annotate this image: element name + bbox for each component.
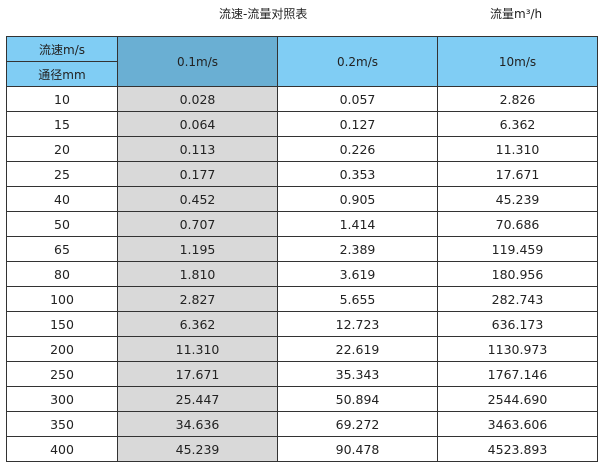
table-title: 流速-流量对照表 — [219, 7, 308, 21]
diameter-cell: 300 — [6, 386, 118, 412]
flow-cell: 1.195 — [117, 236, 278, 262]
diameter-cell: 20 — [6, 136, 118, 162]
column-header: 0.2m/s — [277, 36, 438, 87]
flow-cell: 34.636 — [117, 411, 278, 437]
flow-cell: 1767.146 — [437, 361, 598, 387]
flow-cell: 11.310 — [117, 336, 278, 362]
flow-cell: 2.827 — [117, 286, 278, 312]
table-row: 250 17.671 35.343 1767.146 — [6, 361, 598, 387]
diameter-header: 通径mm — [6, 61, 118, 87]
flow-cell: 17.671 — [117, 361, 278, 387]
flow-cell: 0.057 — [277, 86, 438, 112]
diameter-cell: 50 — [6, 211, 118, 237]
flow-cell: 0.028 — [117, 86, 278, 112]
diameter-cell: 40 — [6, 186, 118, 212]
flow-cell: 90.478 — [277, 436, 438, 462]
flow-cell: 45.239 — [117, 436, 278, 462]
flow-cell: 17.671 — [437, 161, 598, 187]
flow-cell: 11.310 — [437, 136, 598, 162]
diameter-cell: 65 — [6, 236, 118, 262]
flow-cell: 5.655 — [277, 286, 438, 312]
flow-cell: 119.459 — [437, 236, 598, 262]
flow-cell: 25.447 — [117, 386, 278, 412]
flow-cell: 3.619 — [277, 261, 438, 287]
flow-cell: 0.707 — [117, 211, 278, 237]
table-row: 300 25.447 50.894 2544.690 — [6, 386, 598, 412]
flow-cell: 180.956 — [437, 261, 598, 287]
column-header: 0.1m/s — [117, 36, 278, 87]
flow-cell: 45.239 — [437, 186, 598, 212]
flow-cell: 50.894 — [277, 386, 438, 412]
flow-cell: 282.743 — [437, 286, 598, 312]
table-row: 80 1.810 3.619 180.956 — [6, 261, 598, 287]
diameter-cell: 400 — [6, 436, 118, 462]
flow-cell: 12.723 — [277, 311, 438, 337]
table-row: 15 0.064 0.127 6.362 — [6, 111, 598, 137]
diameter-cell: 15 — [6, 111, 118, 137]
table-row: 10 0.028 0.057 2.826 — [6, 86, 598, 112]
flow-cell: 0.064 — [117, 111, 278, 137]
table-row: 50 0.707 1.414 70.686 — [6, 211, 598, 237]
flow-cell: 2.826 — [437, 86, 598, 112]
flow-cell: 2.389 — [277, 236, 438, 262]
diameter-cell: 200 — [6, 336, 118, 362]
table-row: 200 11.310 22.619 1130.973 — [6, 336, 598, 362]
flow-cell: 0.127 — [277, 111, 438, 137]
flow-cell: 0.113 — [117, 136, 278, 162]
flow-cell: 35.343 — [277, 361, 438, 387]
flow-cell: 1.810 — [117, 261, 278, 287]
velocity-flow-table: 流速m/s 0.1m/s 0.2m/s 10m/s 通径mm 10 0.028 0.… — [6, 36, 598, 462]
flow-cell: 4523.893 — [437, 436, 598, 462]
flow-cell: 70.686 — [437, 211, 598, 237]
diameter-cell: 350 — [6, 411, 118, 437]
velocity-header: 流速m/s — [6, 36, 118, 62]
diameter-cell: 100 — [6, 286, 118, 312]
flow-cell: 3463.606 — [437, 411, 598, 437]
flow-cell: 1130.973 — [437, 336, 598, 362]
flow-cell: 1.414 — [277, 211, 438, 237]
table-row: 350 34.636 69.272 3463.606 — [6, 411, 598, 437]
unit-label: 流量m³/h — [490, 7, 543, 21]
flow-cell: 0.452 — [117, 186, 278, 212]
table-row: 150 6.362 12.723 636.173 — [6, 311, 598, 337]
flow-cell: 0.905 — [277, 186, 438, 212]
flow-cell: 636.173 — [437, 311, 598, 337]
table-row: 25 0.177 0.353 17.671 — [6, 161, 598, 187]
table-row: 40 0.452 0.905 45.239 — [6, 186, 598, 212]
flow-cell: 0.177 — [117, 161, 278, 187]
flow-cell: 6.362 — [117, 311, 278, 337]
flow-cell: 0.353 — [277, 161, 438, 187]
flow-cell: 69.272 — [277, 411, 438, 437]
flow-cell: 6.362 — [437, 111, 598, 137]
column-header: 10m/s — [437, 36, 598, 87]
table-row: 400 45.239 90.478 4523.893 — [6, 436, 598, 462]
diameter-cell: 80 — [6, 261, 118, 287]
diameter-cell: 25 — [6, 161, 118, 187]
diameter-cell: 250 — [6, 361, 118, 387]
flow-cell: 2544.690 — [437, 386, 598, 412]
flow-cell: 22.619 — [277, 336, 438, 362]
diameter-cell: 10 — [6, 86, 118, 112]
table-row: 100 2.827 5.655 282.743 — [6, 286, 598, 312]
flow-cell: 0.226 — [277, 136, 438, 162]
table-row: 20 0.113 0.226 11.310 — [6, 136, 598, 162]
diameter-cell: 150 — [6, 311, 118, 337]
table-row: 65 1.195 2.389 119.459 — [6, 236, 598, 262]
